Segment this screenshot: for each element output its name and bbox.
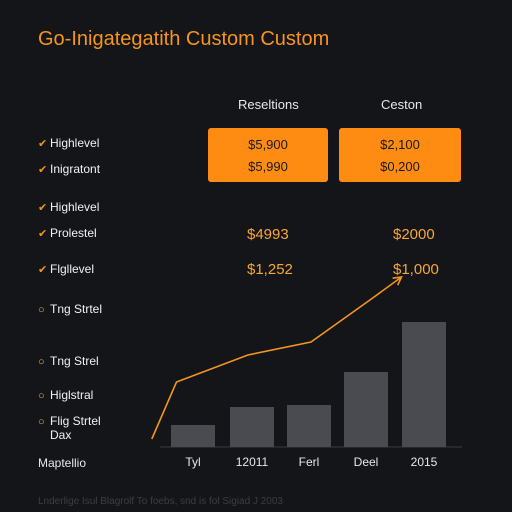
row-label: ○ Tng Strtel — [38, 302, 102, 316]
row-label: ✔ Highlevel — [38, 136, 99, 150]
row-label: Dax — [38, 428, 71, 442]
row-label: ✔ Flgllevel — [38, 262, 94, 276]
footnote: Lnderlige Isul Blagrolf To foebs, snd is… — [38, 496, 283, 507]
trend-line — [151, 276, 402, 440]
column-header-reseltions: Reseltions — [238, 97, 299, 112]
x-tick-label: Deel — [354, 455, 379, 469]
ring-bullet-icon: ○ — [38, 390, 45, 402]
x-axis-first-label: Maptellio — [38, 456, 87, 470]
bar — [230, 407, 274, 447]
check-bullet-icon: ✔ — [38, 138, 48, 150]
row-label-text: Tng Strel — [50, 354, 99, 368]
row-label-text: Flgllevel — [50, 262, 95, 276]
ring-bullet-icon: ○ — [38, 416, 45, 428]
x-tick-label: Ferl — [299, 455, 320, 469]
row-label: ○ Flig Strtel — [38, 414, 101, 428]
row-label-text: Highlevel — [50, 200, 100, 214]
row-label-text: Tng Strtel — [50, 302, 103, 316]
card-value-bottom: $0,200 — [380, 159, 420, 174]
ring-bullet-icon: ○ — [38, 356, 45, 368]
row-label-text: Flig Strtel — [50, 414, 101, 428]
row-label-text: Higlstral — [50, 388, 94, 402]
card-value-bottom: $5,990 — [248, 159, 288, 174]
chart-title: Go-Inigategatith Custom Custom — [38, 28, 330, 50]
x-tick-label: Tyl — [185, 455, 200, 469]
x-tick-label: 12011 — [236, 455, 269, 469]
check-bullet-icon: ✔ — [38, 264, 48, 276]
bar — [402, 322, 446, 447]
row-label: ✔ Prolestel — [38, 226, 97, 240]
row-label-text: Dax — [50, 428, 72, 442]
check-bullet-icon: ✔ — [38, 164, 48, 176]
row-label: ○ Tng Strel — [38, 354, 99, 368]
check-bullet-icon: ✔ — [38, 202, 48, 214]
row-label-text: Highlevel — [50, 136, 100, 150]
row-label-text: Inigratont — [50, 162, 101, 176]
bar — [287, 405, 331, 447]
bar — [171, 425, 215, 447]
check-bullet-icon: ✔ — [38, 228, 48, 240]
metric-left-upper: $4993 — [247, 226, 289, 243]
column-header-ceston: Ceston — [381, 97, 423, 112]
metric-right-upper: $2000 — [393, 226, 435, 243]
bar — [344, 372, 388, 447]
card-value-top: $2,100 — [380, 137, 420, 152]
metric-right-lower: $1,000 — [393, 261, 439, 278]
value-card-ceston: $2,100 $0,200 — [339, 128, 461, 182]
card-value-top: $5,900 — [248, 137, 288, 152]
value-card-reseltions: $5,900 $5,990 — [208, 128, 328, 182]
row-label: ○ Higlstral — [38, 388, 93, 402]
trend-arrow-icon — [392, 276, 403, 286]
ring-bullet-icon: ○ — [38, 304, 45, 316]
row-label: ✔ Inigratont — [38, 162, 100, 176]
metric-left-lower: $1,252 — [247, 261, 293, 278]
row-label-text: Prolestel — [50, 226, 97, 240]
row-label: ✔ Highlevel — [38, 200, 99, 214]
x-tick-label: 2015 — [411, 455, 438, 469]
